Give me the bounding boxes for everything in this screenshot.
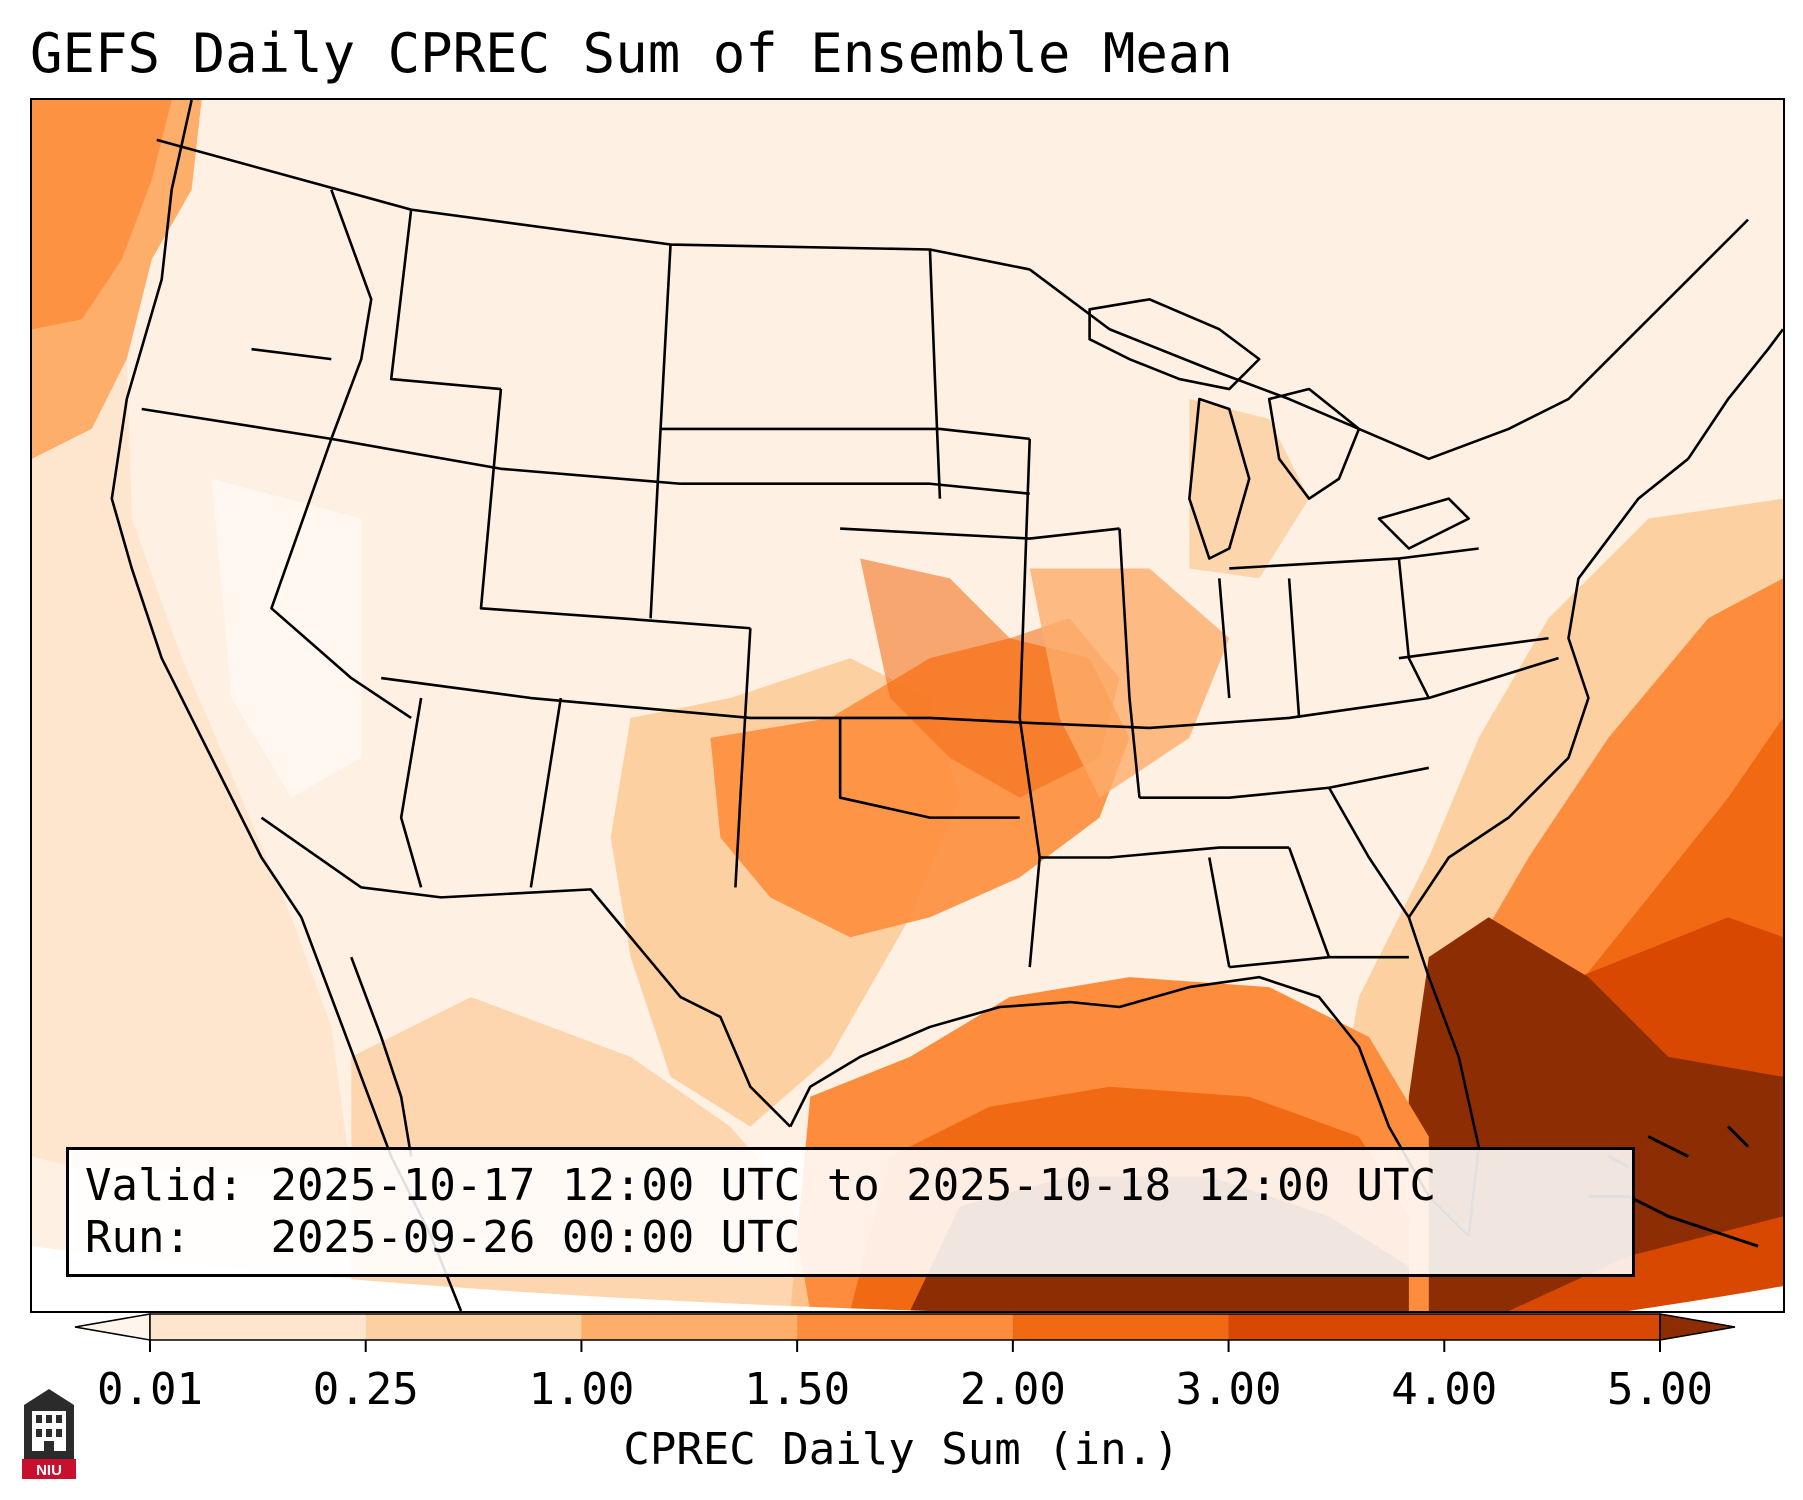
colorbar-ticks bbox=[149, 1340, 1661, 1352]
page-title: GEFS Daily CPREC Sum of Ensemble Mean bbox=[30, 22, 1233, 85]
colorbar bbox=[74, 1313, 1736, 1352]
colorbar-extend-min bbox=[74, 1313, 151, 1341]
run-label: Run: bbox=[85, 1212, 191, 1263]
info-box: Valid: 2025-10-17 12:00 UTC to 2025-10-1… bbox=[66, 1147, 1635, 1277]
colorbar-tick-label: 0.25 bbox=[312, 1364, 419, 1415]
colorbar-cell bbox=[365, 1314, 582, 1340]
map-panel bbox=[30, 98, 1785, 1313]
colorbar-cell bbox=[797, 1314, 1014, 1340]
colorbar-tick-label: 2.00 bbox=[959, 1364, 1066, 1415]
colorbar-cells bbox=[74, 1313, 1736, 1341]
niu-building-icon: NIU bbox=[22, 1389, 76, 1479]
valid-label: Valid: bbox=[85, 1160, 244, 1211]
colorbar-label: CPREC Daily Sum (in.) bbox=[623, 1424, 1180, 1475]
colorbar-tick-label: 0.01 bbox=[97, 1364, 203, 1415]
precip-map bbox=[32, 100, 1783, 1311]
colorbar-tick-label: 4.00 bbox=[1391, 1364, 1498, 1415]
colorbar-cell bbox=[1228, 1314, 1445, 1340]
colorbar-cell bbox=[581, 1314, 798, 1340]
run-value: 2025-09-26 00:00 UTC bbox=[270, 1212, 801, 1263]
colorbar-tick-label: 3.00 bbox=[1175, 1364, 1282, 1415]
colorbar-outline bbox=[149, 1313, 1661, 1341]
colorbar-cell bbox=[1444, 1314, 1661, 1340]
valid-value: 2025-10-17 12:00 UTC to 2025-10-18 12:00… bbox=[270, 1160, 1437, 1211]
colorbar-tick-label: 5.00 bbox=[1607, 1364, 1713, 1415]
logo-text: NIU bbox=[36, 1462, 62, 1479]
colorbar-tick-label: 1.50 bbox=[744, 1364, 851, 1415]
colorbar-cell bbox=[150, 1314, 367, 1340]
colorbar-tick-label: 1.00 bbox=[528, 1364, 635, 1415]
colorbar-extend-max bbox=[1659, 1313, 1736, 1341]
colorbar-cell bbox=[1012, 1314, 1230, 1340]
